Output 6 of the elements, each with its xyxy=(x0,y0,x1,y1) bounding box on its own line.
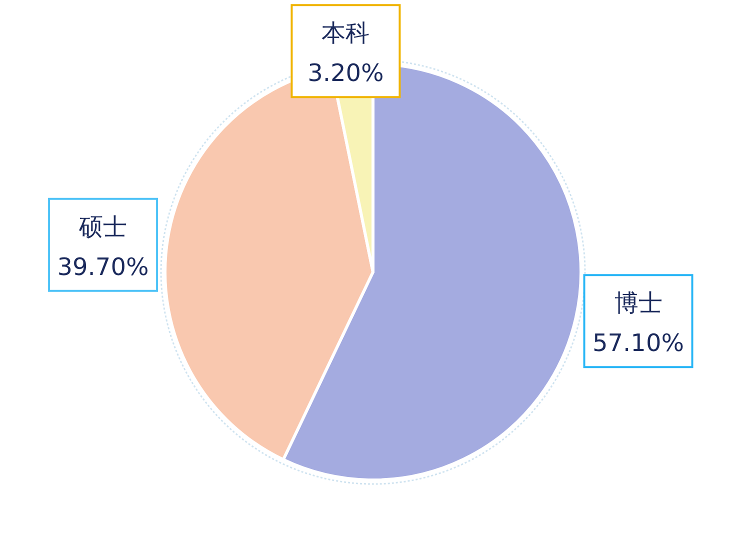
slice-label: 本科 xyxy=(322,19,370,48)
slice-label: 硕士 xyxy=(78,212,128,241)
data-label: 57.10% xyxy=(592,329,684,358)
data-label: 39.70% xyxy=(57,252,149,281)
slice-label: 博士 xyxy=(614,289,662,318)
data-label: 3.20% xyxy=(308,59,384,88)
